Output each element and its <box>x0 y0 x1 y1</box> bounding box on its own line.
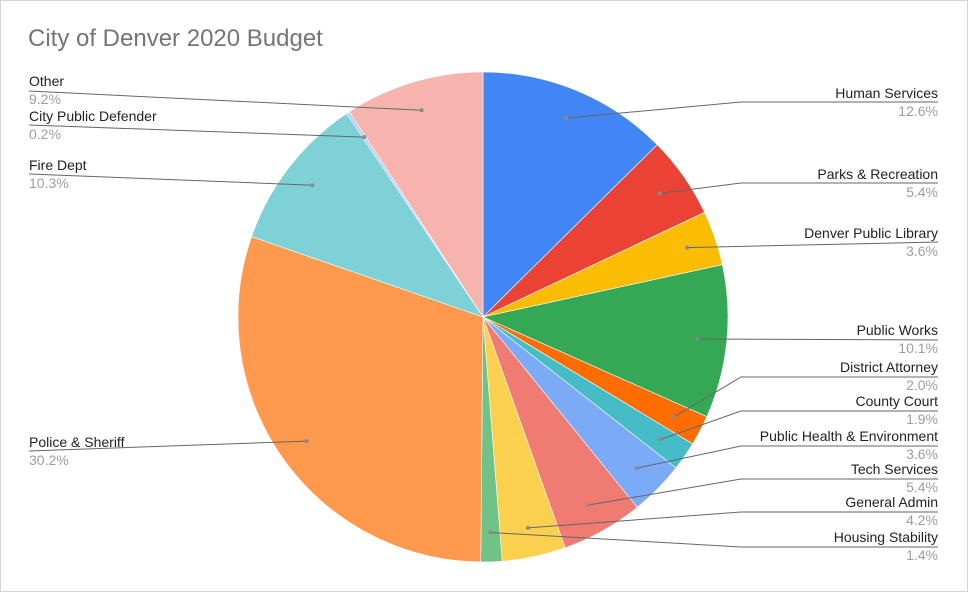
leader-line-general-admin <box>527 511 938 529</box>
slice-label-public-health-and-environment: Public Health & Environment <box>760 428 938 444</box>
leader-line-human-services <box>566 101 938 119</box>
leader-dot-housing-stability <box>488 530 493 535</box>
slice-label-district-attorney: District Attorney <box>840 359 938 375</box>
slice-label-county-court: County Court <box>856 393 939 409</box>
slice-value-general-admin: 4.2% <box>906 512 938 528</box>
slice-label-denver-public-library: Denver Public Library <box>804 225 938 241</box>
slice-other <box>348 71 484 319</box>
leader-dot-other <box>419 108 424 113</box>
slice-value-city-public-defender: 0.2% <box>29 126 61 142</box>
slice-label-tech-services: Tech Services <box>851 461 938 477</box>
leader-line-denver-public-library <box>687 241 939 249</box>
slice-value-police-and-sheriff: 30.2% <box>29 452 69 468</box>
leader-line-police-and-sheriff <box>28 440 307 452</box>
leader-line-other <box>28 90 422 111</box>
leader-dot-city-public-defender <box>362 135 367 140</box>
leader-dot-county-court <box>658 437 663 442</box>
leader-dot-parks-and-recreation <box>657 191 662 196</box>
leader-line-housing-stability <box>490 532 938 548</box>
leader-dot-police-and-sheriff <box>304 439 309 444</box>
slice-label-fire-dept: Fire Dept <box>29 157 87 173</box>
slice-human-services <box>482 71 658 318</box>
pie-wedges <box>237 71 729 563</box>
slice-value-denver-public-library: 3.6% <box>906 243 938 259</box>
slice-label-general-admin: General Admin <box>845 494 938 510</box>
slice-value-other: 9.2% <box>29 91 61 107</box>
leader-dot-district-attorney <box>672 414 677 419</box>
slice-label-police-and-sheriff: Police & Sheriff <box>29 434 125 450</box>
slice-value-district-attorney: 2.0% <box>906 377 938 393</box>
leader-dot-denver-public-library <box>685 245 690 250</box>
slice-label-public-works: Public Works <box>857 322 938 338</box>
slice-value-public-health-and-environment: 3.6% <box>906 446 938 462</box>
slice-labels: Human Services 12.6% Parks & Recreation 5.4… <box>29 73 938 563</box>
slice-label-human-services: Human Services <box>835 85 938 101</box>
slice-value-public-works: 10.1% <box>898 340 938 356</box>
slice-value-human-services: 12.6% <box>898 103 938 119</box>
slice-label-city-public-defender: City Public Defender <box>29 108 157 124</box>
leader-dot-human-services <box>564 116 569 120</box>
slice-label-housing-stability: Housing Stability <box>834 529 938 545</box>
leader-line-public-works <box>697 338 939 341</box>
leader-line-fire-dept <box>28 173 313 186</box>
leader-line-county-court <box>660 410 938 440</box>
leader-line-parks-and-recreation <box>659 182 938 194</box>
leader-line-public-health-and-environment <box>636 445 938 469</box>
leader-line-tech-services <box>588 478 938 506</box>
leader-dot-fire-dept <box>310 183 315 188</box>
slice-label-parks-and-recreation: Parks & Recreation <box>817 166 938 182</box>
chart-title: City of Denver 2020 Budget <box>28 25 323 52</box>
slice-value-parks-and-recreation: 5.4% <box>906 184 938 200</box>
slice-value-tech-services: 5.4% <box>906 479 938 495</box>
slice-public-works <box>482 264 729 418</box>
leader-dot-general-admin <box>526 525 530 530</box>
slice-fire-dept <box>251 113 484 318</box>
leader-dot-tech-services <box>586 503 591 507</box>
leader-line-city-public-defender <box>28 124 365 138</box>
leader-dot-public-health-and-environment <box>634 466 639 471</box>
slice-label-other: Other <box>29 73 64 89</box>
leader-lines <box>28 90 939 548</box>
leader-line-district-attorney <box>673 376 938 418</box>
slice-police-and-sheriff <box>237 236 484 563</box>
leader-dot-public-works <box>695 337 700 341</box>
slice-value-fire-dept: 10.3% <box>29 175 69 191</box>
slice-value-county-court: 1.9% <box>906 411 938 427</box>
slice-value-housing-stability: 1.4% <box>906 547 938 563</box>
